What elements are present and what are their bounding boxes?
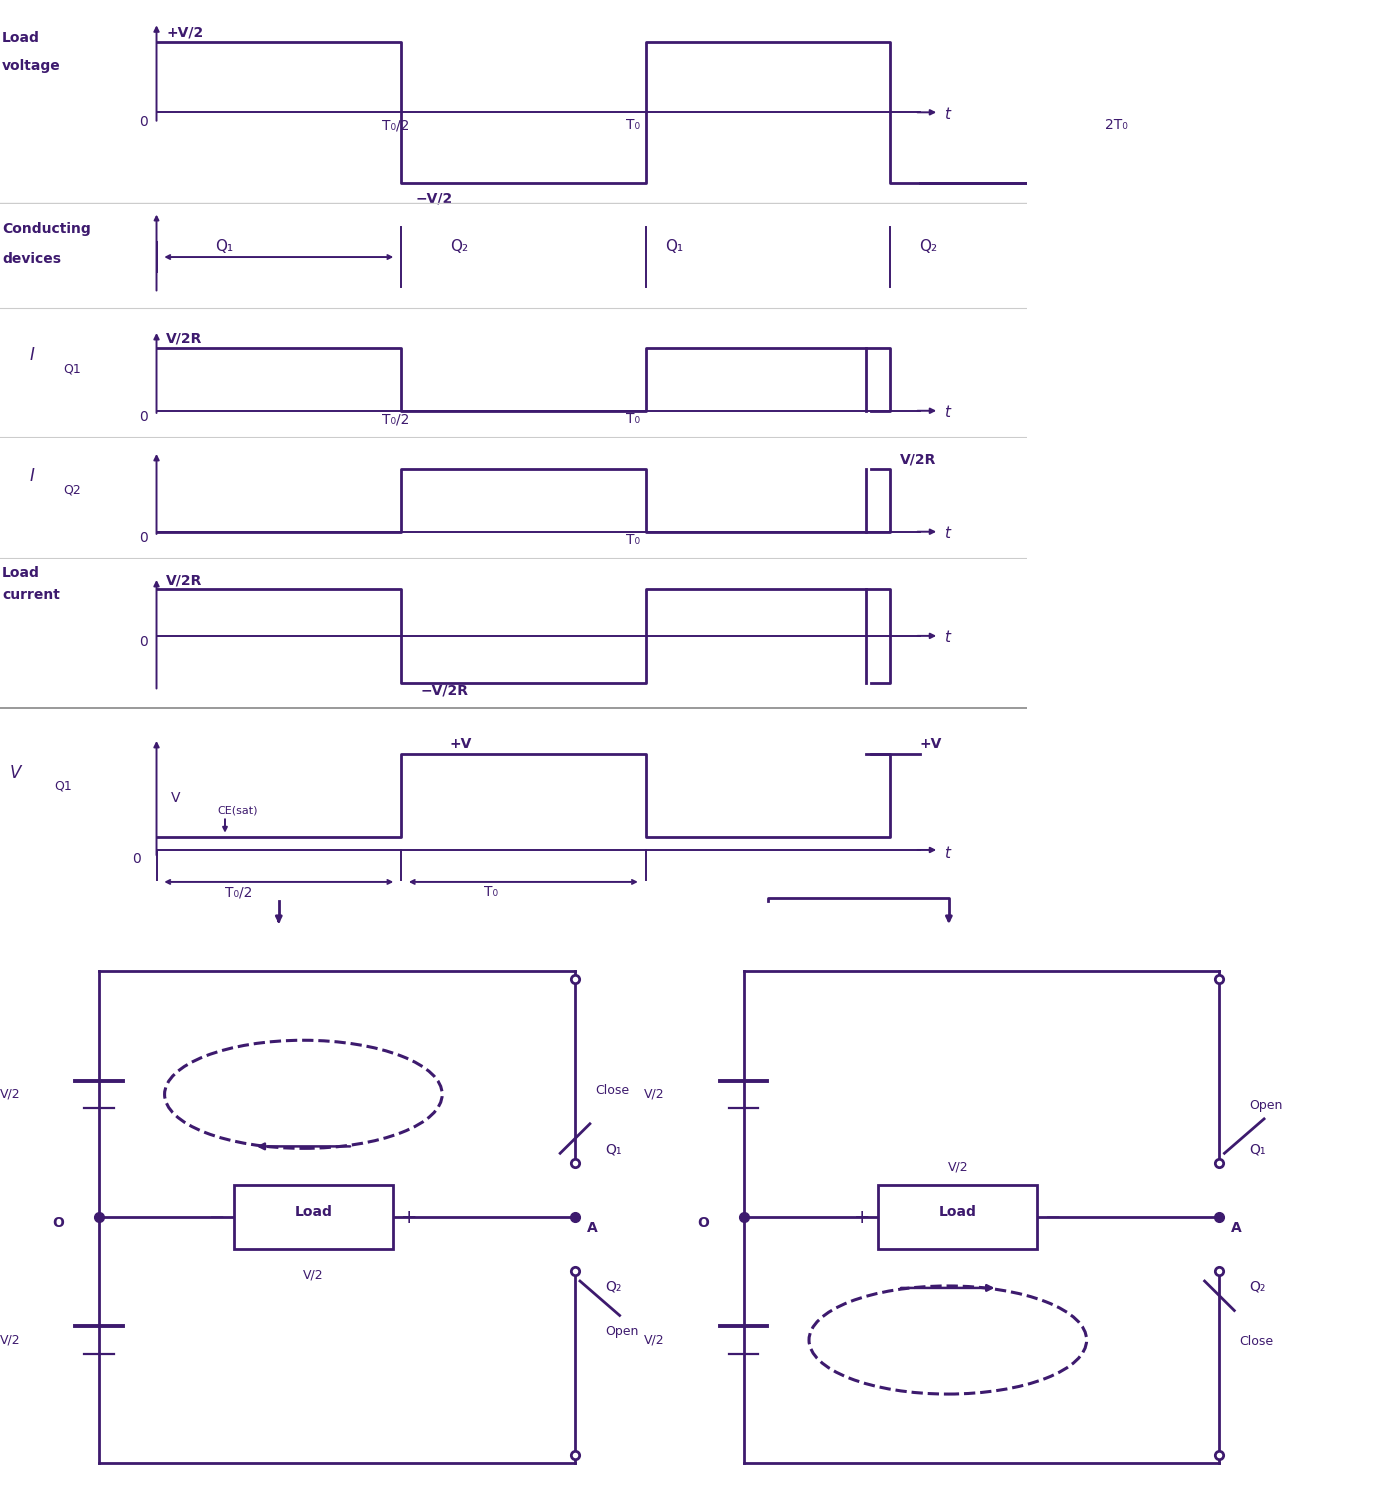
Text: V/2R: V/2R [167, 573, 203, 588]
Text: +V: +V [919, 736, 942, 750]
Bar [879, 1185, 1037, 1249]
Text: Q₂: Q₂ [450, 239, 468, 254]
Text: voltage: voltage [1, 59, 61, 73]
Text: CE(sat): CE(sat) [217, 806, 258, 815]
Text: V: V [10, 764, 21, 782]
Text: 0: 0 [139, 635, 147, 649]
Text: Q₂: Q₂ [919, 239, 938, 254]
Text: T₀: T₀ [626, 413, 640, 426]
Text: 0: 0 [139, 531, 147, 544]
Text: V/2: V/2 [0, 1334, 21, 1347]
Text: V/2: V/2 [303, 1269, 323, 1282]
Text: −V/2R: −V/2R [421, 683, 469, 697]
Text: t: t [944, 526, 949, 541]
Text: Open: Open [1249, 1099, 1283, 1111]
Text: A: A [1231, 1220, 1242, 1235]
Text: Load: Load [294, 1205, 332, 1219]
Text: +V: +V [450, 736, 472, 750]
Text: V/2: V/2 [948, 1161, 967, 1173]
Text: T₀: T₀ [626, 534, 640, 547]
Text: O: O [697, 1216, 709, 1229]
Text: V/2: V/2 [644, 1087, 665, 1101]
Text: V/2: V/2 [644, 1334, 665, 1347]
Text: Load: Load [1, 565, 40, 581]
Text: −V/2: −V/2 [416, 191, 452, 206]
Text: current: current [1, 588, 60, 602]
Text: T₀/2: T₀/2 [382, 118, 409, 132]
Text: Q₁: Q₁ [1249, 1142, 1266, 1157]
Text: Close: Close [1239, 1335, 1273, 1347]
Text: V/2R: V/2R [899, 452, 937, 467]
Text: Q2: Q2 [64, 484, 82, 497]
Text: +: + [401, 1208, 416, 1226]
Text: Q₂: Q₂ [1249, 1279, 1266, 1294]
Text: t: t [944, 631, 949, 644]
Text: Open: Open [605, 1325, 638, 1338]
Text: Q₂: Q₂ [605, 1279, 622, 1294]
Text: I: I [29, 346, 35, 364]
Text: T₀: T₀ [484, 886, 498, 900]
Text: T₀/2: T₀/2 [382, 413, 409, 426]
Text: t: t [944, 405, 949, 420]
Text: Conducting: Conducting [1, 222, 90, 236]
Text: 0: 0 [139, 115, 147, 130]
Text: T₀: T₀ [626, 118, 640, 132]
Text: A: A [587, 1220, 598, 1235]
Text: Load: Load [938, 1205, 977, 1219]
Text: Q₁: Q₁ [215, 239, 233, 254]
Bar [235, 1185, 393, 1249]
Text: −: − [1045, 1208, 1062, 1226]
Text: devices: devices [1, 253, 61, 266]
Text: 0: 0 [139, 410, 147, 423]
Text: −: − [210, 1208, 226, 1226]
Text: Q1: Q1 [54, 779, 72, 792]
Text: O: O [53, 1216, 64, 1229]
Text: I: I [29, 467, 35, 485]
Text: +V/2: +V/2 [167, 26, 204, 39]
Text: t: t [944, 107, 949, 122]
Text: Q1: Q1 [64, 363, 82, 376]
Text: 2T₀: 2T₀ [1105, 118, 1128, 132]
Text: Q₁: Q₁ [665, 239, 683, 254]
Text: V/2: V/2 [0, 1087, 21, 1101]
Text: V: V [171, 791, 180, 804]
Text: Load: Load [1, 32, 40, 45]
Text: Close: Close [595, 1084, 629, 1098]
Text: +: + [854, 1208, 870, 1226]
Text: 0: 0 [132, 851, 140, 866]
Text: t: t [944, 845, 949, 860]
Text: Q₁: Q₁ [605, 1142, 622, 1157]
Text: V/2R: V/2R [167, 331, 203, 346]
Text: T₀/2: T₀/2 [225, 886, 253, 900]
